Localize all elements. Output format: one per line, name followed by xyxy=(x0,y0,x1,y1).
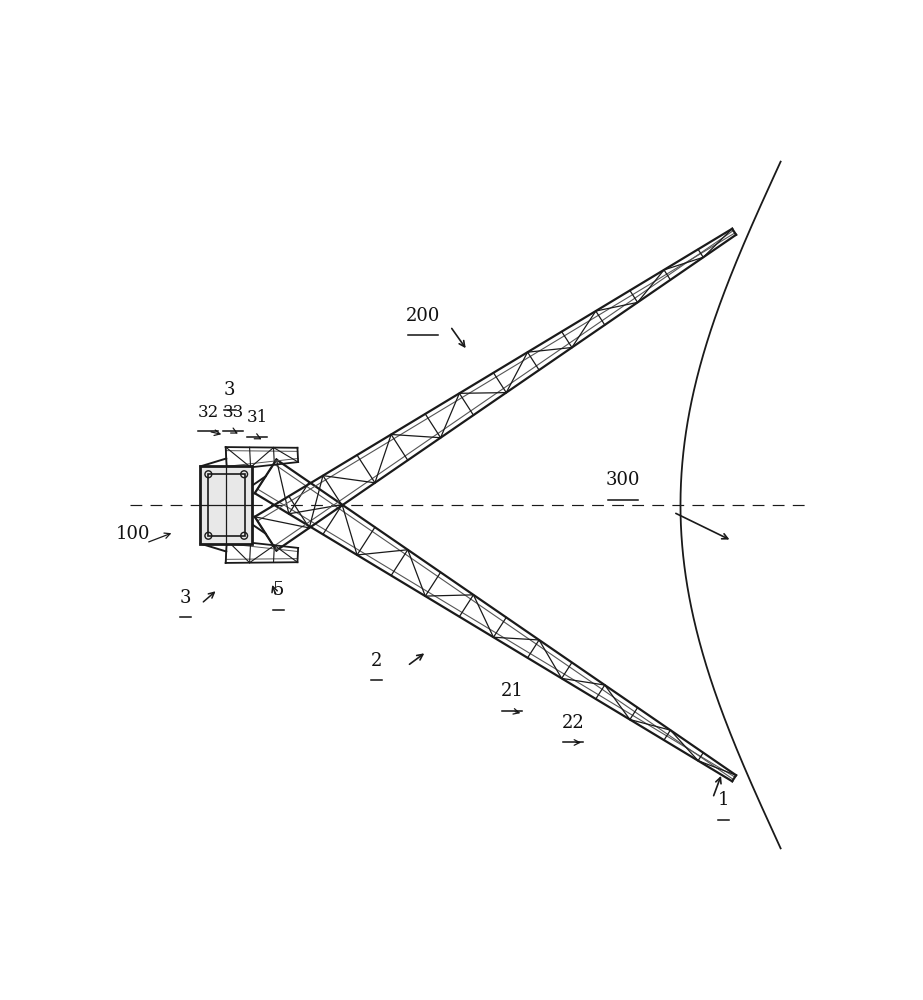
Text: 5: 5 xyxy=(273,581,284,599)
Text: 3: 3 xyxy=(224,381,235,399)
Bar xyxy=(200,466,252,544)
Text: 3: 3 xyxy=(180,589,191,607)
Bar xyxy=(208,474,245,536)
Text: 31: 31 xyxy=(246,409,268,426)
Text: 200: 200 xyxy=(406,307,440,325)
Text: 1: 1 xyxy=(718,791,729,809)
Text: 33: 33 xyxy=(222,404,244,421)
Bar xyxy=(200,466,252,544)
Text: 22: 22 xyxy=(562,714,584,732)
Text: 21: 21 xyxy=(501,682,524,700)
Text: 2: 2 xyxy=(371,652,382,670)
Text: 300: 300 xyxy=(606,471,641,489)
Text: 100: 100 xyxy=(116,525,150,543)
Text: 32: 32 xyxy=(198,404,219,421)
